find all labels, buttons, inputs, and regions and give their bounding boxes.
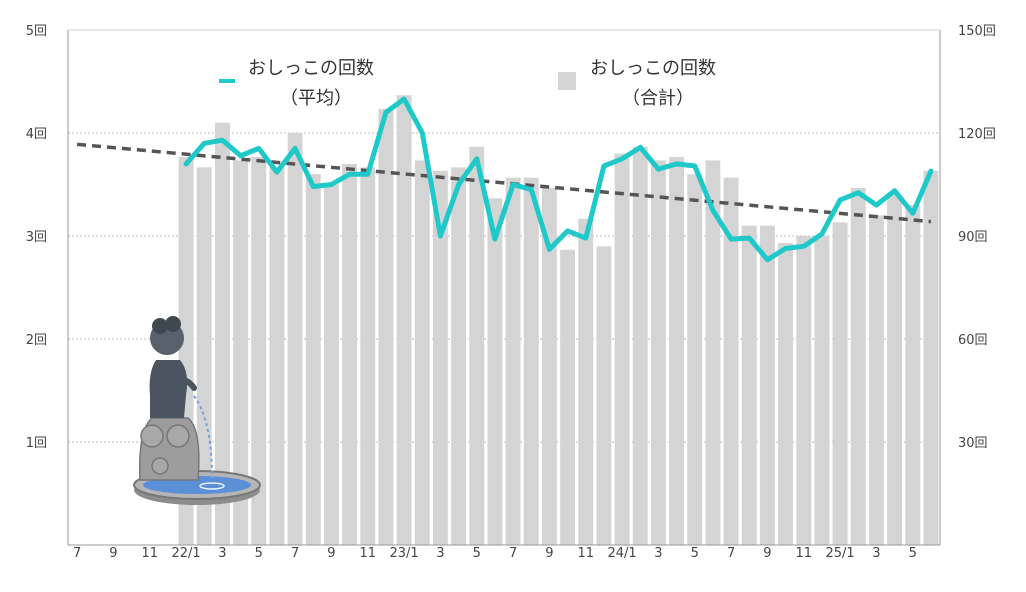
grid-lines [68,132,940,443]
average-line-path [183,96,934,263]
bar [541,187,557,545]
x-axis-tick-label: 3 [218,546,226,561]
statue-fountain-illustration [133,316,261,505]
bar [233,160,249,545]
x-axis-tick-label: 5 [473,546,481,561]
x-axis-tick-label: 7 [73,546,81,561]
bar [287,133,303,545]
bar [905,205,921,545]
x-axis-tick-label: 11 [577,546,594,561]
bar [596,246,612,546]
bar [814,236,830,545]
bar [360,167,376,546]
bar [269,167,285,546]
x-axis-tick-label: 7 [291,546,299,561]
legend-line-sub: （平均） [280,88,352,109]
trend-line [76,142,932,224]
bar [705,160,721,545]
bar [505,177,521,545]
bar [632,146,648,545]
bar [451,167,467,546]
x-axis-tick-label: 3 [872,546,880,561]
right-axis-tick-label: 90回 [958,230,988,245]
bar [323,184,339,545]
bar [669,157,685,546]
x-axis-tick-label: 5 [909,546,917,561]
bar [414,160,430,545]
legend-bar-label: おしっこの回数 [590,58,716,79]
axes [67,29,941,546]
bar [432,170,448,545]
bar [923,170,939,545]
legend-line-label: おしっこの回数 [248,58,374,79]
bar [723,177,739,545]
right-axis-tick-label: 30回 [958,436,988,451]
left-axis-tick-label: 3回 [26,230,47,245]
line-series-average [183,96,934,263]
legend-bar-sub: （合計） [622,88,694,109]
bar [469,146,485,545]
bar [650,160,666,545]
x-axis-tick-label: 23/1 [389,546,418,561]
legend-bar-swatch [558,72,576,90]
legend-line-swatch [219,79,235,83]
x-axis-tick-label: 22/1 [171,546,200,561]
right-axis-tick-label: 120回 [958,127,996,142]
bar-series-total [178,95,939,546]
left-axis-tick-label: 1回 [26,436,47,451]
right-axis-tick-label: 150回 [958,24,996,39]
bar [396,95,412,545]
bar [778,242,794,545]
bar [305,174,321,545]
x-axis-tick-label: 24/1 [607,546,636,561]
x-axis-tick-label: 11 [359,546,376,561]
bar [214,122,230,545]
x-axis-tick-label: 3 [654,546,662,561]
bar [487,198,503,545]
left-axis-tick-label: 5回 [26,24,47,39]
legend: おしっこの回数 （平均） おしっこの回数 （合計） [219,58,716,109]
bar [251,157,267,546]
x-axis-tick-label: 7 [727,546,735,561]
bar [759,225,775,545]
right-axis-tick-label: 60回 [958,333,988,348]
x-axis-tick-label: 9 [763,546,771,561]
bar [832,222,848,545]
left-axis-tick-label: 2回 [26,333,47,348]
bar [578,218,594,546]
bar [378,108,394,545]
bar [196,167,212,546]
x-axis-tick-label: 7 [509,546,517,561]
x-axis-tick-label: 9 [545,546,553,561]
left-axis-tick-label: 4回 [26,127,47,142]
x-axis-tick-label: 3 [436,546,444,561]
x-axis-tick-label: 5 [691,546,699,561]
bar [614,153,630,545]
x-axis-tick-label: 11 [795,546,812,561]
bar [868,215,884,545]
bar [741,225,757,545]
bar [342,163,358,545]
bar [560,249,576,545]
x-axis-tick-label: 5 [255,546,263,561]
tick-labels: 1回 2回 3回 4回 5回 30回 60回 90回 120回 150回 7 9 11 22/1 3 5 7 9 1… [26,24,996,561]
x-axis-tick-label: 9 [109,546,117,561]
bar [850,187,866,545]
bar [687,174,703,545]
bar [523,177,539,545]
x-axis-tick-label: 9 [327,546,335,561]
trend-line-path [76,142,932,224]
x-axis-tick-label: 11 [141,546,158,561]
bar [887,194,903,546]
x-axis-tick-label: 25/1 [825,546,854,561]
bar [796,236,812,545]
